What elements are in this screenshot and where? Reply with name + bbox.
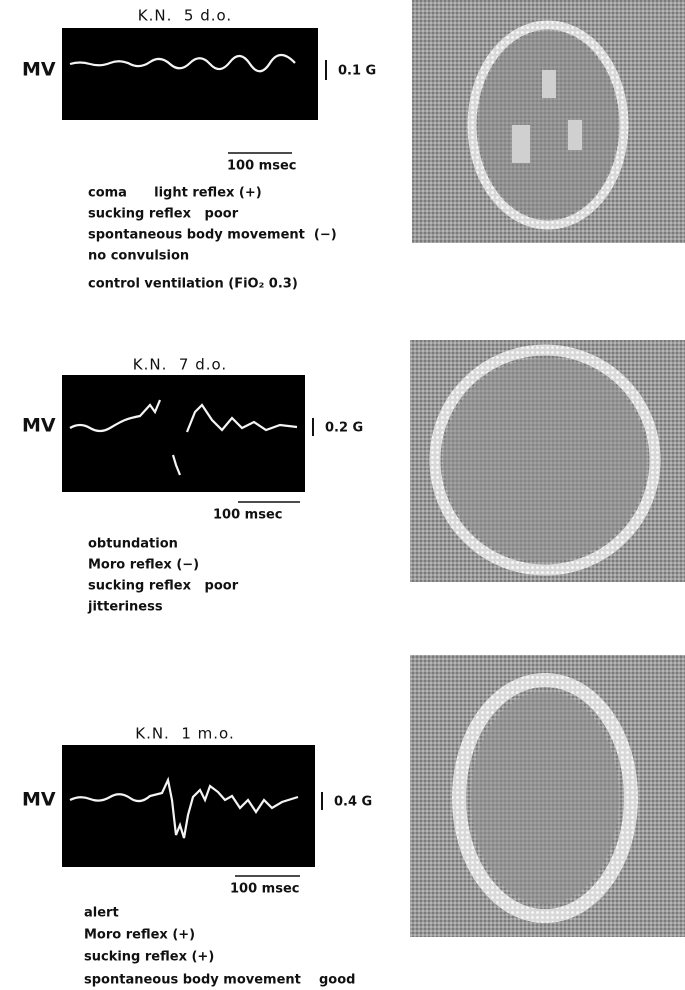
note: spontaneous body movement (−) [88, 228, 337, 243]
note: control ventilation (FiO₂ 0.3) [88, 277, 298, 292]
note: jitteriness [87, 600, 163, 615]
figure: K.N. 5 d.o. MV 0.1 G 100 msec coma light… [0, 0, 685, 990]
oscilloscope [62, 28, 318, 120]
panel-title: K.N. 7 d.o. [133, 356, 227, 374]
panel-title: K.N. 5 d.o. [138, 7, 232, 25]
panel: K.N. 7 d.o. MV 0.2 G 100 msec obtundatio… [22, 340, 685, 615]
time-scale: 100 msec [213, 508, 282, 523]
note: sucking reflex poor [88, 207, 239, 222]
brain [443, 358, 647, 562]
note: sucking reflex poor [88, 579, 239, 594]
ventricle [542, 70, 556, 98]
note: spontaneous body movement good [84, 973, 355, 988]
channel-label: MV [22, 59, 56, 81]
note: no convulsion [88, 249, 189, 264]
note: alert [84, 906, 119, 921]
channel-label: MV [22, 415, 56, 437]
note: coma light reflex (+) [88, 186, 262, 201]
calibration-label: 0.4 G [334, 795, 372, 810]
brain [478, 31, 618, 219]
note: obtundation [88, 537, 178, 552]
time-scale: 100 msec [230, 882, 299, 897]
time-scale: 100 msec [227, 159, 296, 174]
brain [471, 692, 619, 904]
note: Moro reflex (−) [88, 558, 199, 573]
oscilloscope [62, 375, 305, 492]
ventricle [568, 120, 582, 150]
calibration-label: 0.2 G [325, 421, 363, 436]
channel-label: MV [22, 789, 56, 811]
calibration-label: 0.1 G [338, 64, 376, 79]
panel: K.N. 1 m.o. MV 0.4 G 100 msec alert Moro… [22, 655, 685, 988]
panel-title: K.N. 1 m.o. [135, 725, 235, 743]
note: Moro reflex (+) [84, 928, 195, 943]
ventricle [512, 125, 530, 163]
note: sucking reflex (+) [84, 950, 214, 965]
panel: K.N. 5 d.o. MV 0.1 G 100 msec coma light… [22, 0, 685, 292]
